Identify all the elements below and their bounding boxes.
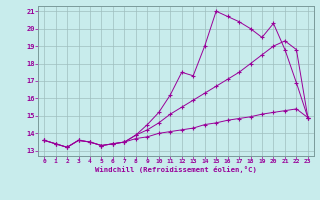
X-axis label: Windchill (Refroidissement éolien,°C): Windchill (Refroidissement éolien,°C) <box>95 166 257 173</box>
